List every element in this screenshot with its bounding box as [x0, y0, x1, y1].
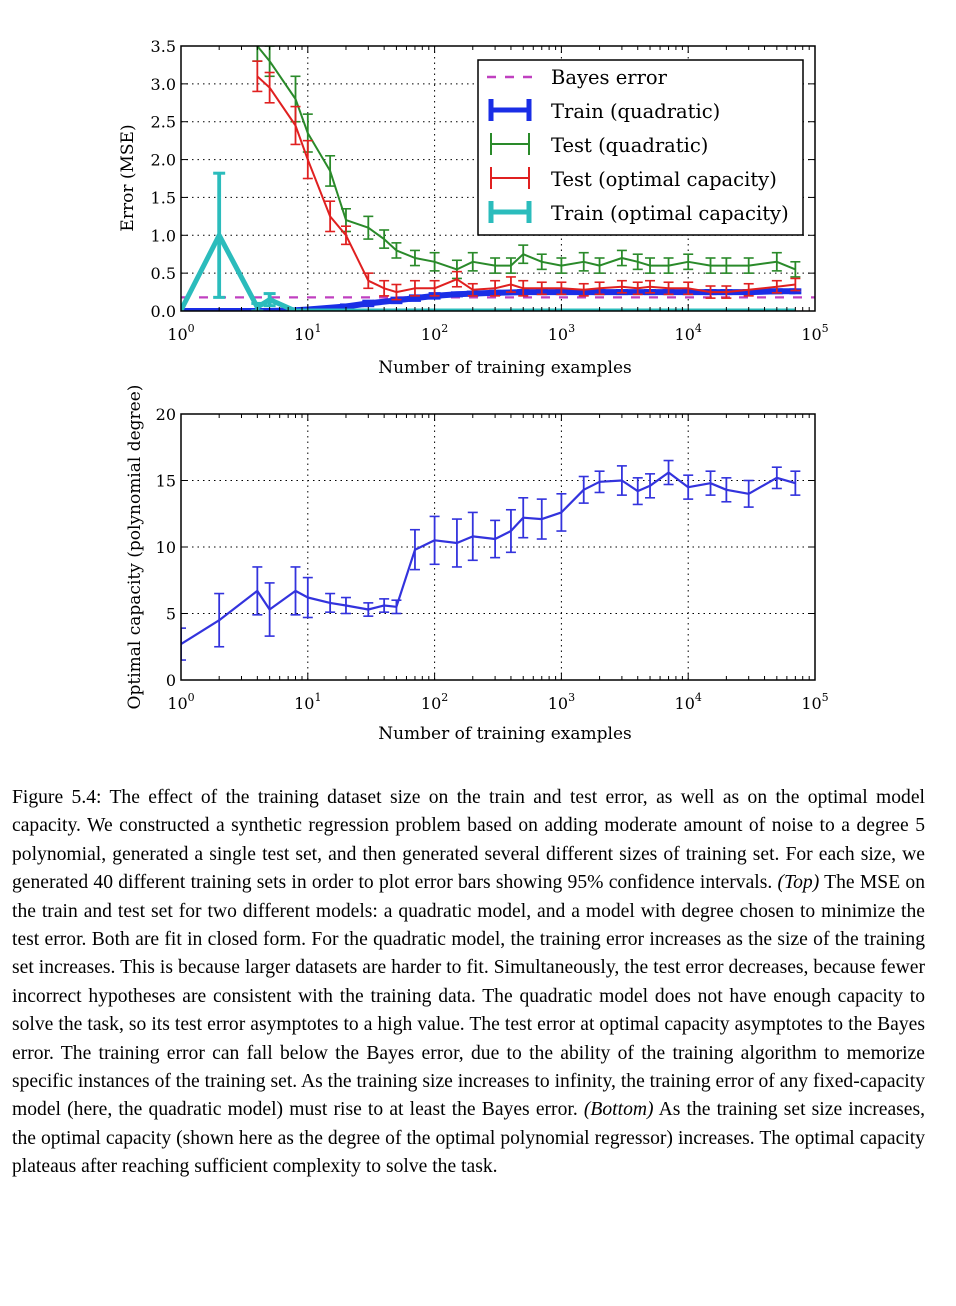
- y-tick-label: 1.5: [151, 188, 176, 207]
- bottom-series: [181, 459, 801, 661]
- top-x-axis-label: Number of training examples: [378, 358, 632, 378]
- bottom-series-clip: [181, 459, 801, 661]
- series-line: [181, 232, 796, 311]
- bottom-chart: 100 101 102 103 104 105 0 5 10 15 20 Optimal capac…: [125, 385, 829, 744]
- y-tick-label: 2.5: [151, 113, 176, 132]
- legend-label-train-optimal: Train (optimal capacity): [551, 202, 789, 225]
- series-line: [181, 471, 796, 646]
- y-tick-label: 2.0: [151, 151, 176, 170]
- bottom-y-axis-label: Optimal capacity (polynomial degree): [125, 385, 145, 709]
- caption-bottom-label: (Bottom): [583, 1099, 654, 1121]
- y-tick-label: 3.0: [151, 75, 176, 94]
- x-tick-label: 104: [675, 691, 702, 713]
- y-tick-label: 1.0: [151, 226, 176, 245]
- x-tick-label: 101: [294, 691, 321, 713]
- caption-end: As the training set size increases, the …: [12, 1099, 925, 1178]
- legend: Bayes error Train (quadratic) Test (quad…: [477, 59, 804, 236]
- figure-caption: Figure 5.4: The effect of the training d…: [12, 784, 925, 1182]
- series-line: [256, 46, 796, 271]
- caption-paragraph: Figure 5.4: The effect of the training d…: [12, 784, 925, 1182]
- top-ticks: 100 101 102 103 104 105 0.0 0.5 1.0 1.5 2.0 2.5 3.0 3…: [151, 37, 829, 344]
- series-line: [256, 75, 796, 294]
- bottom-x-axis-label: Number of training examples: [378, 724, 632, 744]
- legend-label-train-quadratic: Train (quadratic): [551, 100, 720, 123]
- top-plot-frame: [180, 45, 816, 312]
- legend-label-bayes: Bayes error: [551, 66, 668, 89]
- bottom-plot-frame: [180, 413, 816, 681]
- top-y-axis-label: Error (MSE): [118, 124, 138, 231]
- x-tick-label: 104: [675, 322, 702, 344]
- y-tick-label: 20: [156, 405, 176, 424]
- x-tick-label: 100: [167, 691, 194, 713]
- series-test-quadratic: [252, 46, 801, 280]
- x-tick-label: 101: [294, 322, 321, 344]
- x-tick-label: 102: [421, 691, 448, 713]
- legend-swatch-train-optimal: [488, 201, 532, 223]
- y-tick-label: 3.5: [151, 37, 176, 56]
- series-train-optimal-capacity: [181, 171, 796, 311]
- series-series: [181, 459, 801, 661]
- x-tick-label: 102: [421, 322, 448, 344]
- x-tick-label: 105: [801, 691, 828, 713]
- legend-label-test-optimal: Test (optimal capacity): [551, 168, 777, 191]
- y-tick-label: 0.0: [151, 302, 176, 321]
- x-tick-label: 103: [548, 691, 575, 713]
- legend-swatch-test-optimal: [490, 167, 530, 189]
- legend-swatch-train-quadratic: [488, 99, 532, 121]
- x-tick-label: 103: [548, 322, 575, 344]
- series-test-optimal-capacity: [252, 60, 801, 301]
- legend-swatch-test-quadratic: [490, 133, 530, 155]
- y-tick-label: 15: [156, 472, 176, 491]
- y-tick-label: 0.5: [151, 264, 176, 283]
- bottom-grid: [181, 414, 815, 680]
- bottom-ticks: 100 101 102 103 104 105 0 5 10 15 20: [156, 405, 829, 713]
- legend-box: [477, 59, 804, 236]
- x-tick-label: 100: [167, 322, 194, 344]
- caption-middle: The MSE on the train and test set for tw…: [12, 872, 926, 1121]
- caption-top-label: (Top): [777, 872, 820, 894]
- y-tick-label: 5: [166, 605, 176, 624]
- top-chart: 100 101 102 103 104 105 0.0 0.5 1.0 1.5 2.0 2.5 3.0 3…: [118, 37, 829, 378]
- y-tick-label: 0: [166, 671, 176, 690]
- caption-intro: Figure 5.4: The effect of the training d…: [12, 787, 925, 894]
- y-tick-label: 10: [156, 538, 176, 557]
- legend-label-test-quadratic: Test (quadratic): [551, 134, 708, 157]
- x-tick-label: 105: [801, 322, 828, 344]
